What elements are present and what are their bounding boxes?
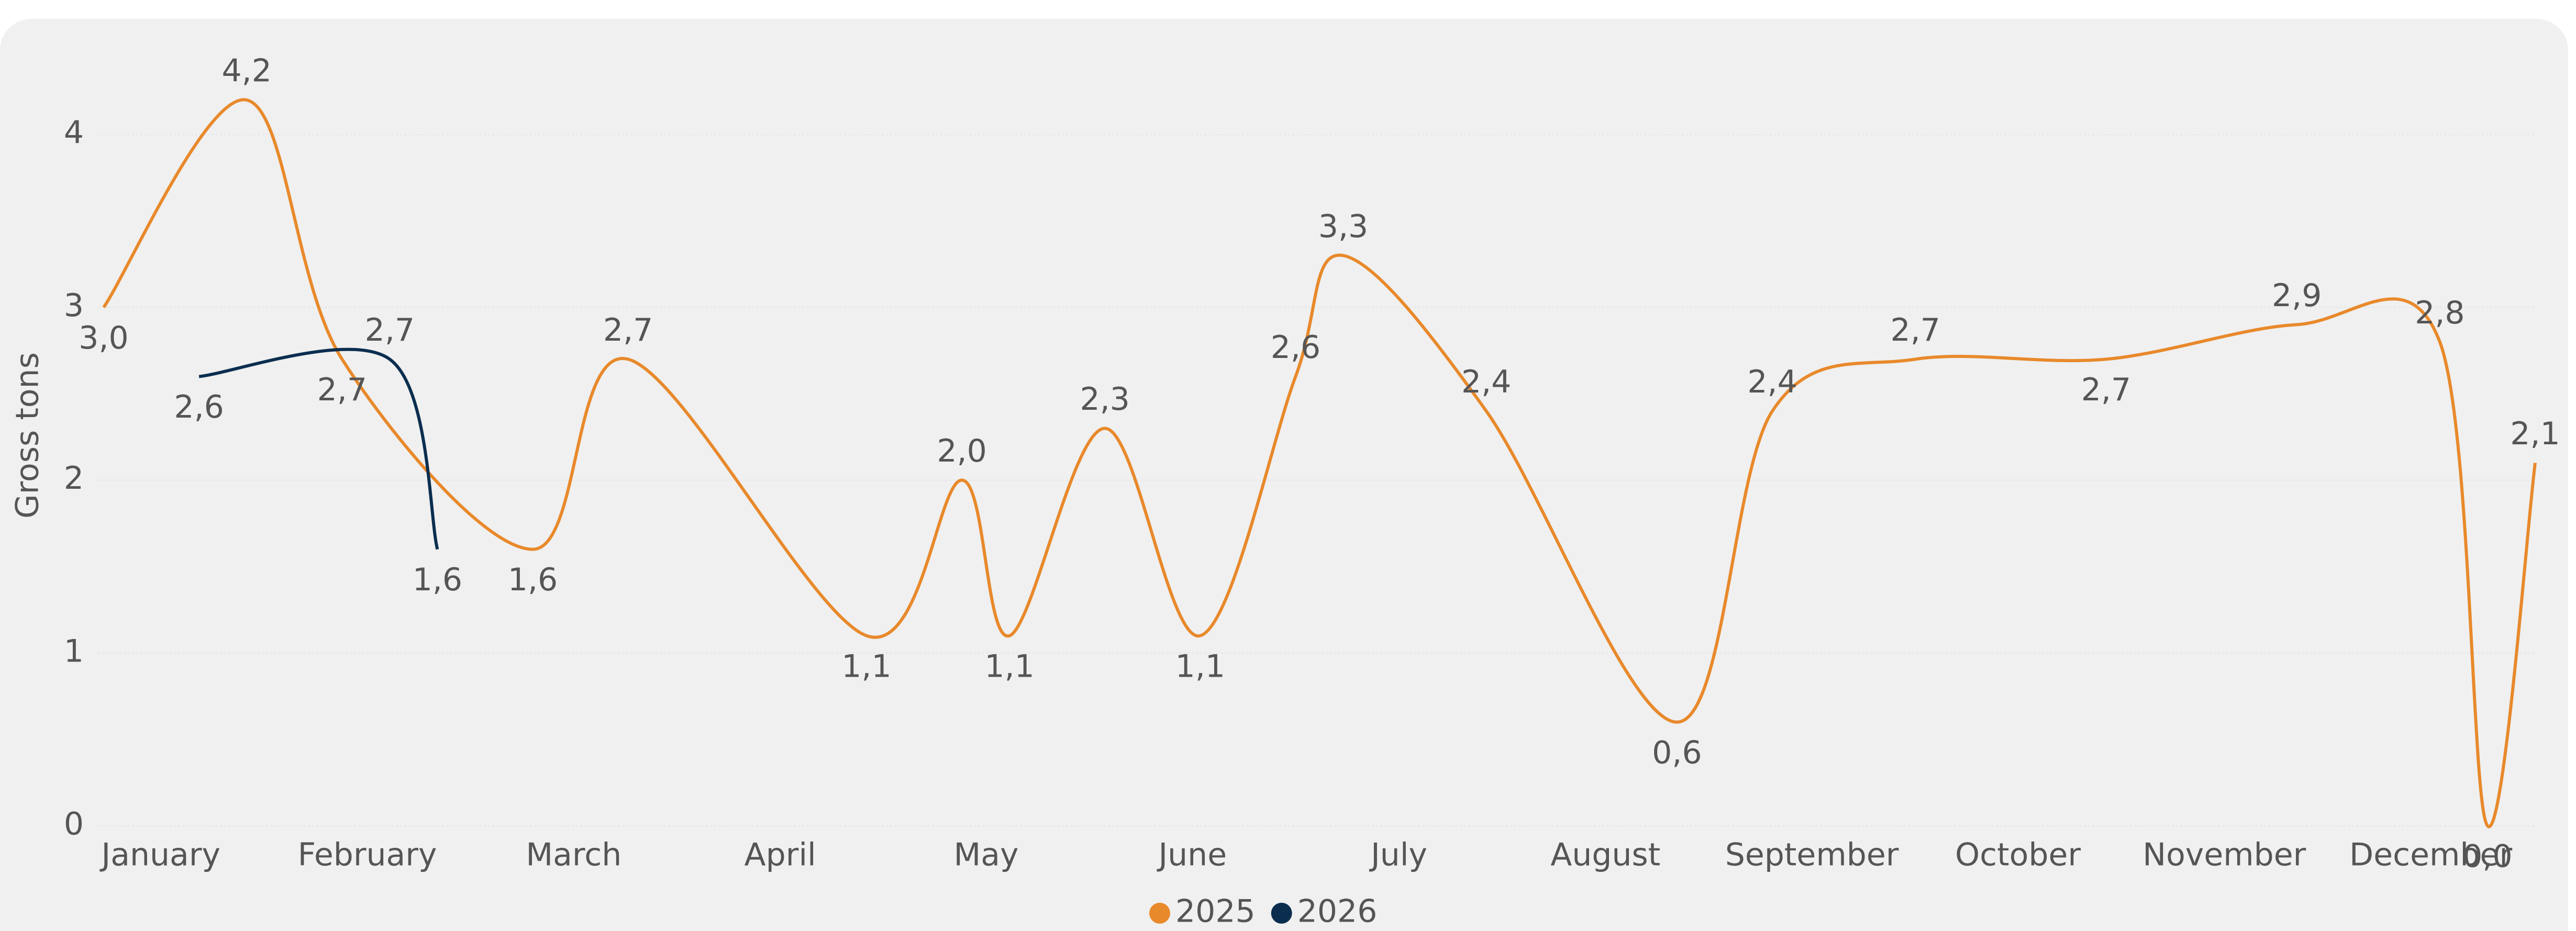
y-tick-label: 1 [64,633,84,669]
x-tick-label: August [1550,837,1660,873]
data-label: 2,9 [2272,277,2322,314]
data-label: 2,7 [317,372,367,408]
data-label: 2,3 [1080,381,1130,418]
y-tick-label: 2 [64,460,84,497]
x-tick-label: June [1156,837,1227,873]
y-tick-label: 3 [64,287,84,324]
data-label: 2,0 [937,433,986,469]
data-label: 2,7 [2081,372,2131,408]
x-tick-label: November [2142,837,2306,873]
data-label: 0,0 [2462,838,2512,875]
data-label: 2,1 [2510,416,2560,452]
data-label: 2,7 [603,312,653,349]
legend-marker [1149,903,1170,924]
data-label: 2,7 [365,312,415,349]
series-line [102,98,2537,828]
x-tick-label: October [1955,837,2081,873]
data-label: 2,7 [1891,312,1940,349]
data-label: 1,1 [841,648,891,685]
x-tick-label: July [1369,837,1427,873]
data-label: 2,4 [1747,364,1797,400]
data-label: 2,8 [2415,295,2464,331]
data-label: 1,6 [413,562,462,598]
x-tick-label: December [2349,837,2512,873]
y-axis-title: Gross tons [9,352,46,519]
data-label: 2,6 [1271,329,1320,366]
y-tick-label: 4 [64,115,84,151]
data-label: 3,0 [79,320,128,356]
x-tick-label: January [99,837,220,873]
legend-marker [1271,903,1292,924]
y-tick-label: 0 [64,806,84,843]
data-label: 2,6 [174,389,224,425]
legend-label: 2026 [1297,893,1378,930]
data-label: 0,6 [1652,734,1702,771]
data-label: 1,6 [508,562,558,598]
data-label: 2,4 [1461,364,1511,400]
x-tick-label: February [298,837,437,873]
series-line [198,347,439,550]
x-tick-label: September [1725,837,1899,873]
data-label: 1,1 [1175,648,1225,685]
card-background [0,19,2568,931]
x-tick-label: March [526,837,621,873]
legend-label: 2025 [1175,893,1256,930]
data-label: 4,2 [221,53,271,89]
data-label: 3,3 [1318,208,1368,245]
data-label: 1,1 [984,648,1034,685]
x-tick-label: April [745,837,816,873]
x-tick-label: May [953,837,1018,873]
